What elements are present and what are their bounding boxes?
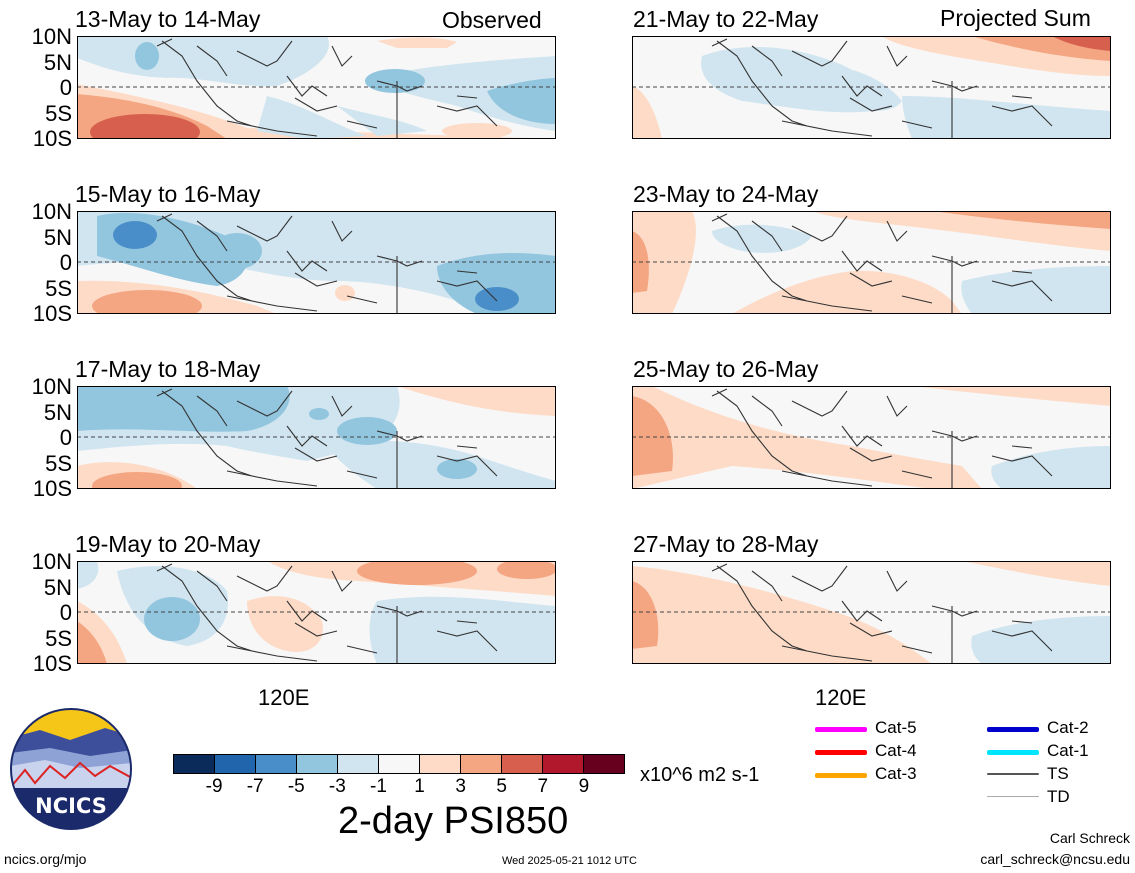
colorbar-box	[501, 754, 543, 774]
colorbar-tick-label: 5	[496, 776, 507, 797]
colorbar-tick-label: 1	[414, 776, 425, 797]
colorbar-ticks: -9 -7 -5 -3 -1 1 3 5 7 9	[173, 776, 625, 800]
colorbar-box	[296, 754, 338, 774]
lat-label-10n: 10N	[31, 549, 72, 574]
lat-label-10n: 10N	[31, 199, 72, 224]
lat-label-5n: 5N	[43, 575, 72, 600]
colorbar-box	[337, 754, 379, 774]
colorbar-tick-label: -5	[287, 776, 305, 797]
colorbar-box	[542, 754, 584, 774]
legend-label: Cat-4	[875, 741, 917, 760]
colorbar-box	[378, 754, 420, 774]
lat-label-eq: 0	[59, 250, 72, 275]
lat-label-eq: 0	[59, 75, 72, 100]
map-panel-5	[632, 36, 1111, 139]
colorbar-tick-label: -9	[205, 776, 223, 797]
timestamp: Wed 2025-05-21 1012 UTC	[502, 855, 637, 867]
legend-line	[815, 773, 867, 778]
storm-legend: Cat-5 Cat-4 Cat-3 Cat-2 Cat-1 TS TD	[815, 718, 1135, 818]
lat-label-10s: 10S	[32, 126, 72, 151]
lat-label-10s: 10S	[32, 651, 72, 676]
legend-line	[987, 773, 1039, 775]
lat-label-10s: 10S	[32, 476, 72, 501]
panel-title-8: 27-May to 28-May	[633, 531, 819, 557]
logo-text: NCICS	[35, 794, 107, 818]
panel-title-1: 13-May to 14-May	[75, 6, 261, 32]
legend-label: TD	[1047, 787, 1070, 806]
colorbar-tick-label: -3	[328, 776, 346, 797]
colorbar-units: x10^6 m2 s-1	[640, 764, 760, 786]
legend-label: Cat-3	[875, 764, 917, 783]
plot-title: 2-day PSI850	[338, 800, 569, 842]
panel-title-2: 15-May to 16-May	[75, 181, 261, 207]
legend-label: Cat-5	[875, 718, 917, 737]
panel-title-4: 19-May to 20-May	[75, 531, 261, 557]
site-link[interactable]: ncics.org/mjo	[4, 851, 87, 867]
lat-label-eq: 0	[59, 425, 72, 450]
map-panel-3	[77, 386, 556, 489]
lon-label-left: 120E	[258, 685, 310, 710]
observed-label: Observed	[442, 7, 542, 33]
map-panel-7	[632, 386, 1111, 489]
lon-label-right: 120E	[815, 685, 867, 710]
panel-title-7: 25-May to 26-May	[633, 356, 819, 382]
map-panel-4	[77, 561, 556, 664]
lat-label-10n: 10N	[31, 374, 72, 399]
legend-line	[987, 796, 1039, 797]
legend-label: Cat-2	[1047, 718, 1089, 737]
colorbar-tick-label: 9	[578, 776, 590, 797]
panel-title-5: 21-May to 22-May	[633, 6, 819, 32]
panel-title-6: 23-May to 24-May	[633, 181, 819, 207]
lat-label-5s: 5S	[45, 276, 72, 301]
legend-label: TS	[1047, 764, 1069, 783]
lat-label-eq: 0	[59, 600, 72, 625]
lat-label-5n: 5N	[43, 400, 72, 425]
legend-line	[987, 727, 1039, 732]
colorbar-box	[255, 754, 297, 774]
lat-label-5s: 5S	[45, 626, 72, 651]
colorbar-tick-label: 7	[537, 776, 549, 797]
legend-line	[815, 750, 867, 755]
colorbar-tick-label: -1	[370, 776, 387, 797]
colorbar-box	[460, 754, 502, 774]
ncics-logo: NCICS	[10, 708, 132, 830]
colorbar-tick-label: -7	[246, 776, 264, 797]
colorbar-box	[419, 754, 461, 774]
lat-label-5n: 5N	[43, 225, 72, 250]
legend-label: Cat-1	[1047, 741, 1089, 760]
map-panel-8	[632, 561, 1111, 664]
lat-label-5n: 5N	[43, 50, 72, 75]
panel-title-3: 17-May to 18-May	[75, 356, 261, 382]
lat-label-10n: 10N	[31, 24, 72, 49]
lat-label-5s: 5S	[45, 451, 72, 476]
map-panel-1	[77, 36, 556, 139]
colorbar	[173, 754, 625, 774]
author: Carl Schreck	[1049, 830, 1130, 846]
colorbar-box	[214, 754, 256, 774]
lat-label-10s: 10S	[32, 301, 72, 326]
map-panel-6	[632, 211, 1111, 314]
legend-line	[815, 727, 867, 732]
projected-sum-label: Projected Sum	[940, 5, 1091, 31]
lat-label-5s: 5S	[45, 101, 72, 126]
legend-line	[987, 750, 1039, 755]
map-panel-2	[77, 211, 556, 314]
colorbar-tick-label: 3	[455, 776, 466, 797]
colorbar-box	[173, 754, 215, 774]
author-email[interactable]: carl_schreck@ncsu.edu	[980, 851, 1130, 867]
colorbar-box	[583, 754, 625, 774]
